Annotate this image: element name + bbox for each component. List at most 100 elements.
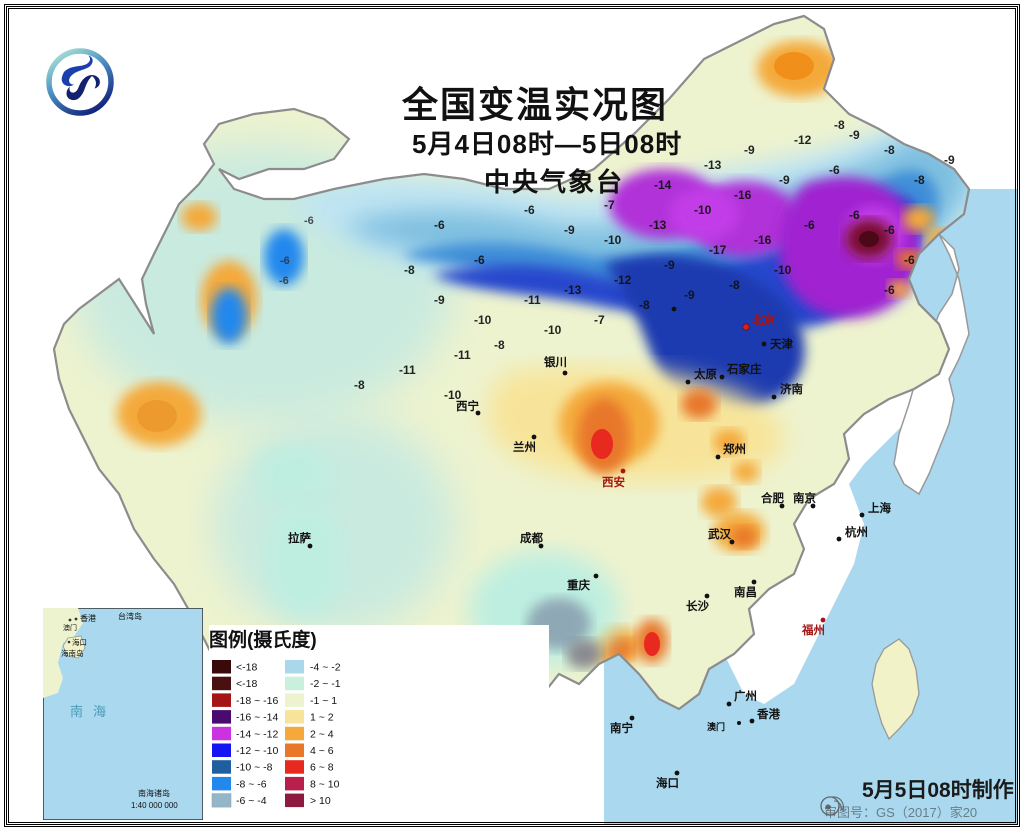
svg-text:北京: 北京 [752, 313, 775, 327]
svg-text:海口: 海口 [656, 776, 679, 790]
svg-text:-6: -6 [279, 275, 289, 287]
svg-text:澳门: 澳门 [63, 623, 77, 632]
svg-text:-9: -9 [564, 223, 575, 237]
svg-text:银川: 银川 [544, 355, 567, 369]
svg-text:-10: -10 [444, 388, 462, 402]
svg-text:-8: -8 [729, 278, 740, 292]
svg-text:-8: -8 [884, 143, 895, 157]
svg-text:南京: 南京 [793, 491, 816, 505]
svg-text:-10: -10 [604, 233, 622, 247]
svg-text:济南: 济南 [780, 382, 803, 396]
svg-text:-13: -13 [564, 283, 582, 297]
svg-text:合肥: 合肥 [761, 491, 784, 505]
svg-text:-6 ~ -4: -6 ~ -4 [236, 795, 267, 807]
svg-text:-4 ~ -2: -4 ~ -2 [310, 662, 341, 674]
svg-text:-6: -6 [884, 283, 895, 297]
svg-text:8 ~ 10: 8 ~ 10 [310, 778, 340, 790]
svg-text:-6: -6 [280, 255, 290, 267]
svg-text:-14: -14 [654, 178, 672, 192]
svg-text:-8: -8 [404, 263, 415, 277]
svg-text:-9: -9 [744, 143, 755, 157]
svg-text:南宁: 南宁 [610, 721, 633, 735]
svg-text:-9: -9 [684, 288, 695, 302]
svg-text:-9: -9 [434, 293, 445, 307]
svg-text:> 10: > 10 [310, 795, 331, 807]
svg-text:-7: -7 [594, 313, 605, 327]
svg-text:-12 ~ -10: -12 ~ -10 [236, 745, 278, 757]
svg-text:重庆: 重庆 [567, 578, 590, 592]
svg-text:天津: 天津 [770, 337, 793, 351]
svg-text:南海诸岛: 南海诸岛 [138, 788, 170, 798]
svg-text:-9: -9 [944, 153, 955, 167]
svg-text:-8 ~ -6: -8 ~ -6 [236, 778, 267, 790]
svg-text:-10: -10 [694, 203, 712, 217]
svg-text:长沙: 长沙 [686, 599, 709, 613]
svg-text:西宁: 西宁 [456, 399, 479, 413]
svg-text:-6: -6 [304, 215, 314, 227]
svg-text:-12: -12 [794, 133, 812, 147]
svg-text:成都: 成都 [520, 531, 543, 545]
svg-text:广州: 广州 [734, 689, 757, 703]
svg-text:-11: -11 [399, 363, 416, 377]
svg-text:-8: -8 [639, 298, 650, 312]
svg-text:-12: -12 [614, 273, 632, 287]
svg-text:南昌: 南昌 [734, 585, 757, 599]
svg-text:-10 ~ -8: -10 ~ -8 [236, 762, 273, 774]
svg-text:-2 ~ -1: -2 ~ -1 [310, 678, 341, 690]
svg-text:-6: -6 [524, 203, 535, 217]
svg-text:-16: -16 [754, 233, 772, 247]
svg-text:-6: -6 [434, 218, 445, 232]
svg-text:1 ~ 2: 1 ~ 2 [310, 712, 334, 724]
svg-text:<-18: <-18 [236, 662, 257, 674]
svg-text:-10: -10 [474, 313, 492, 327]
svg-text:海南岛: 海南岛 [61, 648, 84, 658]
svg-text:台湾岛: 台湾岛 [118, 611, 142, 621]
svg-text:-11: -11 [524, 293, 541, 307]
svg-text:-9: -9 [664, 258, 675, 272]
svg-text:郑州: 郑州 [723, 442, 746, 456]
svg-text:2 ~ 4: 2 ~ 4 [310, 728, 334, 740]
svg-text:-9: -9 [849, 128, 860, 142]
svg-text:杭州: 杭州 [845, 525, 868, 539]
svg-text:-13: -13 [649, 218, 667, 232]
svg-text:-16 ~ -14: -16 ~ -14 [236, 712, 278, 724]
svg-text:-6: -6 [884, 223, 895, 237]
svg-text:1:40 000 000: 1:40 000 000 [131, 801, 178, 810]
svg-text:<-18: <-18 [236, 678, 257, 690]
svg-text:海口: 海口 [72, 637, 87, 647]
svg-text:5月5日08时制作: 5月5日08时制作 [862, 778, 1014, 802]
svg-text:-17: -17 [709, 243, 727, 257]
svg-text:福州: 福州 [801, 623, 825, 637]
svg-text:南海: 南海 [70, 704, 116, 719]
svg-text:-13: -13 [704, 158, 722, 172]
svg-text:兰州: 兰州 [513, 440, 536, 454]
svg-text:审图号：GS（2017）家20: 审图号：GS（2017）家20 [824, 805, 977, 820]
svg-text:4 ~ 6: 4 ~ 6 [310, 745, 334, 757]
svg-text:-11: -11 [454, 348, 471, 362]
svg-text:石家庄: 石家庄 [726, 362, 762, 376]
svg-text:-6: -6 [904, 253, 915, 267]
svg-text:-6: -6 [804, 218, 815, 232]
svg-text:上海: 上海 [868, 501, 891, 515]
svg-text:-9: -9 [779, 173, 790, 187]
svg-text:-8: -8 [494, 338, 505, 352]
svg-text:-14 ~ -12: -14 ~ -12 [236, 728, 278, 740]
svg-text:-16: -16 [734, 188, 752, 202]
svg-text:-1 ~ 1: -1 ~ 1 [310, 695, 337, 707]
svg-text:-6: -6 [849, 208, 860, 222]
svg-text:香港: 香港 [756, 707, 780, 721]
svg-text:-10: -10 [544, 323, 562, 337]
svg-text:6 ~ 8: 6 ~ 8 [310, 762, 334, 774]
svg-text:武汉: 武汉 [708, 527, 731, 541]
svg-text:太原: 太原 [693, 367, 717, 381]
svg-text:拉萨: 拉萨 [288, 531, 311, 545]
svg-text:-6: -6 [829, 163, 840, 177]
svg-text:-7: -7 [604, 198, 615, 212]
svg-text:香港: 香港 [80, 613, 96, 623]
svg-text:-6: -6 [474, 253, 485, 267]
svg-text:-8: -8 [834, 118, 845, 132]
svg-text:-18 ~ -16: -18 ~ -16 [236, 695, 278, 707]
svg-text:-8: -8 [914, 173, 925, 187]
svg-text:-10: -10 [774, 263, 792, 277]
svg-text:西安: 西安 [602, 475, 625, 489]
